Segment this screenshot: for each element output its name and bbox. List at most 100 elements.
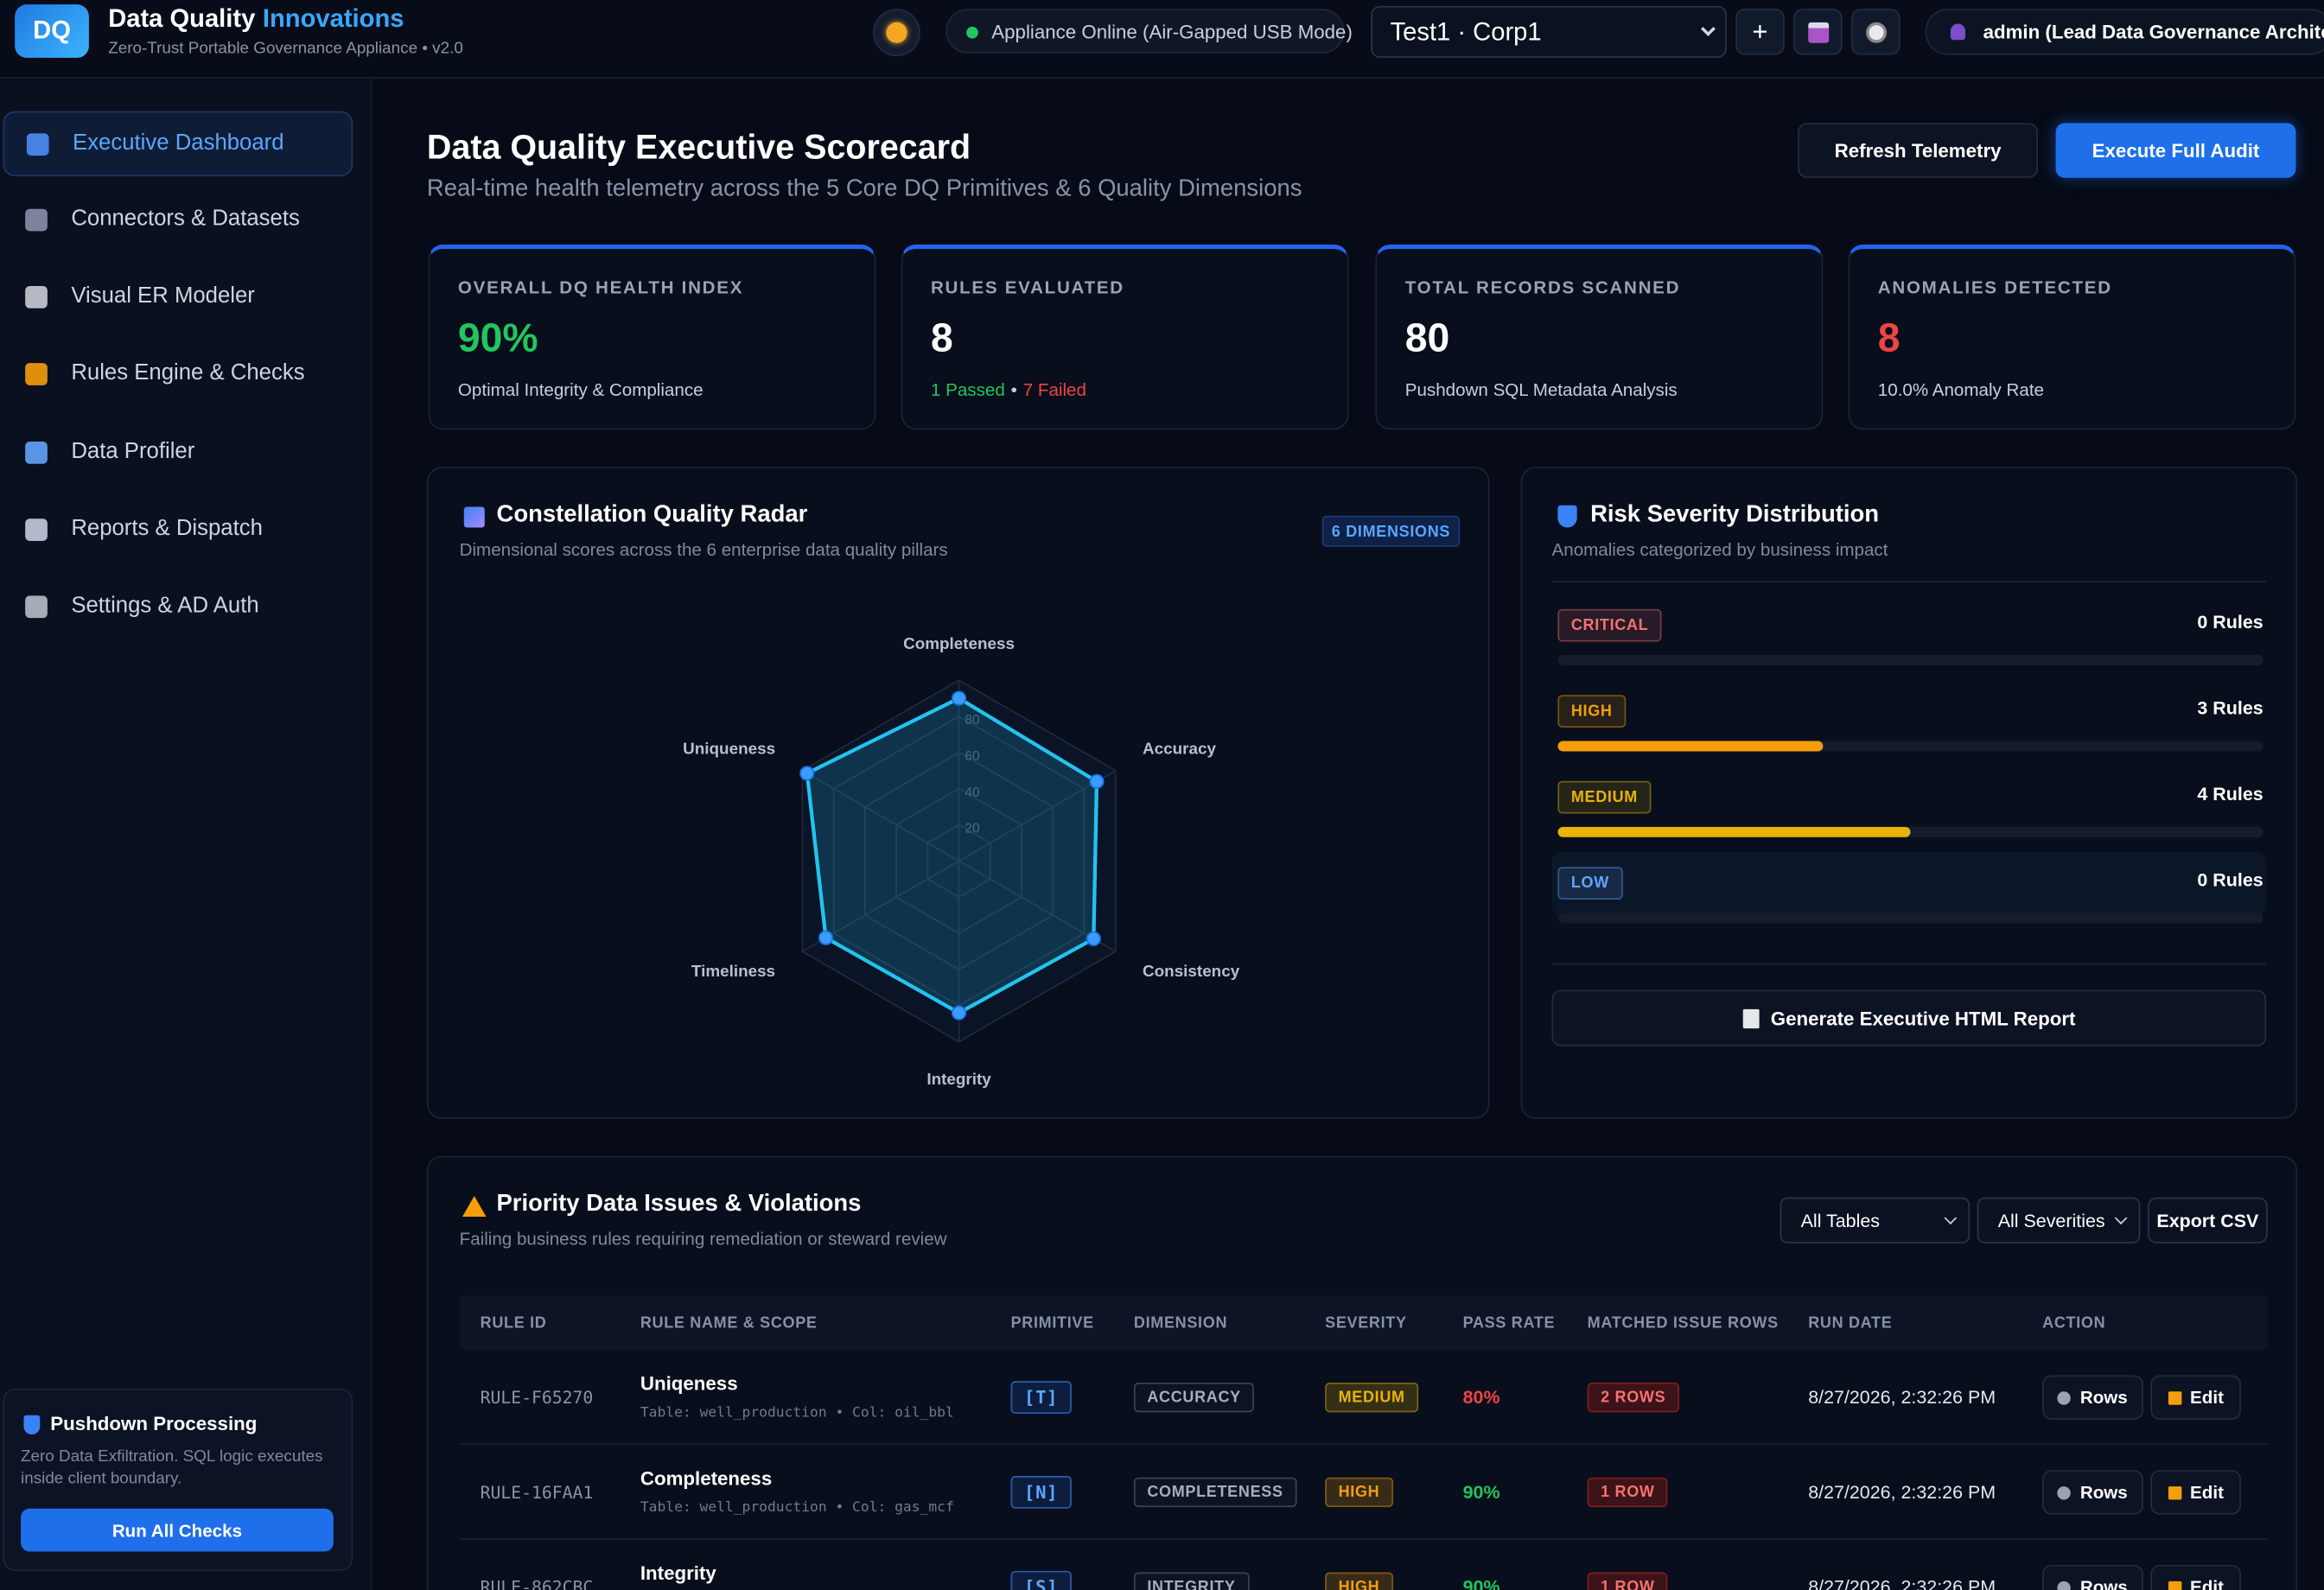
rule-scope: Table: well_production • Col: gas_mcf xyxy=(640,1499,954,1517)
radar-chart: 20 40 60 80 Completeness Accuracy Consistency I… xyxy=(683,634,1240,1088)
kpi-note-part: 7 Failed xyxy=(1022,379,1086,401)
rule-id: RULE-16FAA1 xyxy=(480,1481,594,1503)
brand: Data Quality Innovations xyxy=(108,4,404,34)
filter-select[interactable]: All Tables xyxy=(1780,1197,1971,1243)
radar-point xyxy=(1086,931,1101,946)
nav-item[interactable]: Data Profiler xyxy=(3,421,353,486)
primitive-tag: [N] xyxy=(1010,1476,1072,1509)
risk-row-highlight xyxy=(1551,852,2267,915)
nav-item[interactable]: Executive Dashboard xyxy=(3,111,353,177)
action-label: Edit xyxy=(2190,1387,2224,1409)
workspace-select[interactable]: Test1 · Corp1 xyxy=(1371,5,1727,58)
radar-point xyxy=(818,930,834,945)
action-label: Edit xyxy=(2190,1481,2224,1503)
kpi-note-part: 1 Passed xyxy=(930,379,1005,401)
kpi-value: 8 xyxy=(1877,315,1901,360)
nav-item[interactable]: Settings & AD Auth xyxy=(3,575,353,639)
risk-card: Risk Severity Distribution Anomalies cate… xyxy=(1520,467,2298,1119)
action-icon xyxy=(2168,1485,2181,1499)
history-button[interactable] xyxy=(1850,9,1901,55)
radar-icon xyxy=(463,506,485,528)
report-button[interactable]: Generate Executive HTML Report xyxy=(1551,989,2267,1046)
matched-rows-tag: 1 ROW xyxy=(1587,1477,1669,1508)
action-icon xyxy=(2168,1580,2181,1590)
pass-rate: 90% xyxy=(1462,1481,1500,1503)
workspace-text: Test1 · Corp1 xyxy=(1390,17,1542,47)
matched-rows-tag: 2 ROWS xyxy=(1587,1383,1679,1413)
filter-select[interactable]: All Severities xyxy=(1977,1197,2141,1243)
severity-badge: HIGH xyxy=(1557,695,1627,728)
primitive-tag: [T] xyxy=(1010,1381,1072,1415)
run-all-button[interactable]: Run All Checks xyxy=(21,1508,334,1552)
severity-badge: CRITICAL xyxy=(1557,608,1662,642)
rows-button[interactable]: Rows xyxy=(2042,1375,2143,1420)
user-pill[interactable]: admin (Lead Data Governance Architect) xyxy=(1925,9,2324,55)
nav-item[interactable]: Rules Engine & Checks xyxy=(3,342,353,407)
kpi-value: 80 xyxy=(1404,315,1450,360)
add-button[interactable]: + xyxy=(1735,9,1785,55)
rows-button[interactable]: Rows xyxy=(2042,1470,2143,1515)
severity-tag: MEDIUM xyxy=(1325,1383,1419,1413)
severity-badge: MEDIUM xyxy=(1557,780,1652,814)
nav-item[interactable]: Visual ER Modeler xyxy=(3,265,353,330)
brand-accent: Innovations xyxy=(262,4,404,33)
radar-spoke xyxy=(801,770,959,862)
panel-title: Pushdown Processing xyxy=(50,1412,258,1435)
kpi-label: RULES EVALUATED xyxy=(930,277,1124,298)
matched-rows-tag: 1 ROW xyxy=(1587,1572,1669,1590)
action-icon xyxy=(2168,1390,2181,1404)
nav-label: Visual ER Modeler xyxy=(71,283,255,308)
risk-count: 0 Rules xyxy=(2197,869,2264,891)
status-pill: Appliance Online (Air-Gapped USB Mode) xyxy=(946,9,1353,54)
kpi-label: ANOMALIES DETECTED xyxy=(1877,277,2112,298)
edit-button[interactable]: Edit xyxy=(2150,1375,2241,1420)
kpi-card: ANOMALIES DETECTED 8 10.0% Anomaly Rate xyxy=(1848,244,2296,430)
save-button[interactable] xyxy=(1793,9,1843,55)
dimension-tag: INTEGRITY xyxy=(1133,1572,1250,1590)
column-header: PASS RATE xyxy=(1462,1314,1556,1332)
filter-text: All Tables xyxy=(1800,1211,1881,1232)
theme-toggle[interactable] xyxy=(873,9,920,57)
export-button[interactable]: Export CSV xyxy=(2147,1197,2268,1243)
radar-point xyxy=(799,766,815,781)
risk-count: 3 Rules xyxy=(2197,697,2264,719)
nav-icon xyxy=(25,363,48,385)
edit-button[interactable]: Edit xyxy=(2150,1564,2241,1590)
action-label: Rows xyxy=(2079,1387,2128,1409)
action-label: Edit xyxy=(2190,1576,2224,1590)
action-label: Rows xyxy=(2079,1576,2128,1590)
kpi-note: 1 Passed • 7 Failed xyxy=(931,379,1086,403)
risk-track xyxy=(1557,741,2264,752)
primitive-tag: [S] xyxy=(1010,1570,1072,1590)
radar-axis-label: Accuracy xyxy=(1143,740,1216,758)
kpi-note-part: • xyxy=(1010,379,1017,401)
radar-tick-label: 80 xyxy=(965,713,979,728)
risk-track xyxy=(1557,913,2264,924)
user-name: admin (Lead Data Governance Architect) xyxy=(1983,21,2324,43)
column-header: RULE NAME & SCOPE xyxy=(640,1314,818,1332)
brand-name: Data Quality xyxy=(108,4,256,33)
nav-label: Connectors & Datasets xyxy=(71,206,300,232)
rule-name: Uniqeness xyxy=(640,1372,738,1395)
kpi-note: Optimal Integrity & Compliance xyxy=(457,379,704,401)
warning-icon xyxy=(462,1195,487,1217)
nav-label: Executive Dashboard xyxy=(73,130,284,156)
nav-item[interactable]: Connectors & Datasets xyxy=(3,188,353,253)
nav-label: Reports & Dispatch xyxy=(71,515,263,541)
edit-button[interactable]: Edit xyxy=(2150,1470,2241,1515)
kpi-card: OVERALL DQ HEALTH INDEX 90% Optimal Integr… xyxy=(428,244,876,430)
page-subtitle: Real-time health telemetry across the 5 … xyxy=(426,176,1302,202)
column-header: RULE ID xyxy=(480,1314,547,1332)
refresh-button[interactable]: Refresh Telemetry xyxy=(1798,123,2039,178)
radar-axis-label: Uniqueness xyxy=(683,740,775,758)
nav-item[interactable]: Reports & Dispatch xyxy=(3,498,353,563)
nav-icon xyxy=(25,285,48,308)
risk-count: 4 Rules xyxy=(2197,784,2264,805)
rows-button[interactable]: Rows xyxy=(2042,1564,2143,1590)
audit-button[interactable]: Execute Full Audit xyxy=(2055,123,2296,178)
run-date: 8/27/2026, 2:32:26 PM xyxy=(1808,1576,1996,1590)
clock-icon xyxy=(1866,22,1888,43)
